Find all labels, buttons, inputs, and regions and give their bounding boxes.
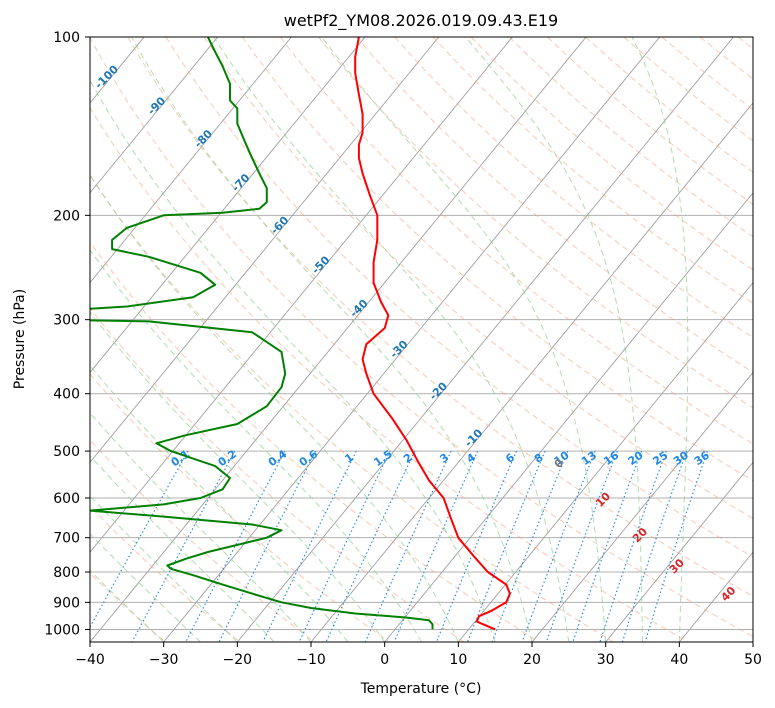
y-tick-label: 200 — [53, 208, 80, 224]
mixing-ratio-line — [599, 450, 667, 642]
isotherm-line — [90, 37, 366, 374]
dry-adiabat-line — [432, 37, 753, 304]
x-tick-label: 40 — [670, 652, 688, 668]
x-tick-label: 10 — [449, 652, 467, 668]
moist-adiabat-line — [90, 249, 422, 642]
dry-adiabat-line — [90, 307, 465, 642]
isotherm-line — [163, 37, 661, 642]
mixing-ratio-line — [364, 450, 452, 642]
isotherm-line — [457, 281, 753, 642]
moist-adiabat-line — [90, 533, 201, 642]
dry-adiabat-line — [280, 37, 753, 445]
isotherm-line — [531, 371, 753, 642]
mixing-ratio-line — [131, 450, 236, 642]
y-tick-label: 700 — [53, 531, 80, 547]
x-axis-label: Temperature (°C) — [360, 681, 482, 697]
dry-adiabat-line — [165, 37, 753, 558]
y-tick-label: 1000 — [44, 622, 80, 638]
x-tick-label: −40 — [75, 652, 105, 668]
isotherm-line — [605, 461, 753, 642]
moist-adiabat-line — [90, 79, 496, 642]
moist-adiabat-line — [90, 174, 459, 642]
x-tick-label: −20 — [223, 652, 253, 668]
y-axis-label: Pressure (hPa) — [12, 289, 28, 389]
moist-adiabat-line — [90, 569, 165, 642]
moist-adiabat-line — [321, 37, 607, 642]
moist-adiabat-line — [90, 311, 386, 642]
dewpoint-profile — [90, 37, 434, 630]
x-tick-label: 50 — [744, 652, 762, 668]
isotherm-line — [90, 37, 292, 284]
x-tick-label: −30 — [149, 652, 179, 668]
mixing-ratio-line — [621, 450, 688, 642]
plot-frame — [89, 36, 754, 643]
y-tick-label: 600 — [53, 491, 80, 507]
x-tick-label: −10 — [296, 652, 326, 668]
x-tick-label: 20 — [523, 652, 541, 668]
isotherm-line — [384, 192, 753, 642]
mixing-ratio-line — [572, 450, 643, 642]
axes: −40 −30 −20 −10 0 10 20 30 40 50 100 200 300 400 500 60… — [44, 30, 762, 668]
mixing-ratio-line — [435, 450, 518, 642]
isotherm-line — [90, 37, 219, 194]
dry-adiabat-line — [90, 174, 614, 642]
moist-adiabat-line — [90, 495, 238, 642]
mixing-ratio-line — [644, 450, 708, 642]
x-tick-label: 30 — [597, 652, 615, 668]
moist-adiabat-line — [465, 37, 643, 642]
mixing-ratio-line — [262, 450, 357, 642]
y-tick-label: 400 — [53, 387, 80, 403]
dry-adiabat-line — [127, 37, 753, 597]
y-tick-label: 500 — [53, 444, 80, 460]
isotherm-line — [310, 102, 753, 642]
y-tick-label: 100 — [53, 30, 80, 46]
mixing-ratio-line — [90, 450, 189, 629]
dry-adiabat-line — [623, 37, 753, 142]
dry-adiabat-line — [508, 37, 753, 238]
dry-adiabat-line — [318, 37, 753, 409]
isotherm-line — [90, 37, 440, 464]
moist-adiabat-line — [213, 37, 570, 642]
moist-adiabat-line — [131, 37, 533, 642]
y-tick-label: 300 — [53, 313, 80, 329]
dry-adiabat-line — [547, 37, 753, 205]
x-tick-label: 0 — [380, 652, 389, 668]
y-tick-label: 900 — [53, 595, 80, 611]
dry-adiabat-line — [90, 241, 540, 642]
isotherm-line — [236, 37, 734, 642]
mixing-ratio-line — [393, 450, 479, 642]
y-tick-label: 800 — [53, 565, 80, 581]
dry-adiabat-line — [394, 37, 753, 339]
temperature-profile — [354, 37, 511, 631]
dry-adiabat-line — [90, 439, 316, 642]
dry-adiabat-line — [356, 37, 753, 373]
moist-adiabat-line — [631, 37, 689, 642]
chart-title: wetPf2_YM08.2026.019.09.43.E19 — [284, 11, 558, 31]
moist-adiabat-line — [90, 364, 349, 642]
mixing-ratio-line — [298, 450, 391, 642]
